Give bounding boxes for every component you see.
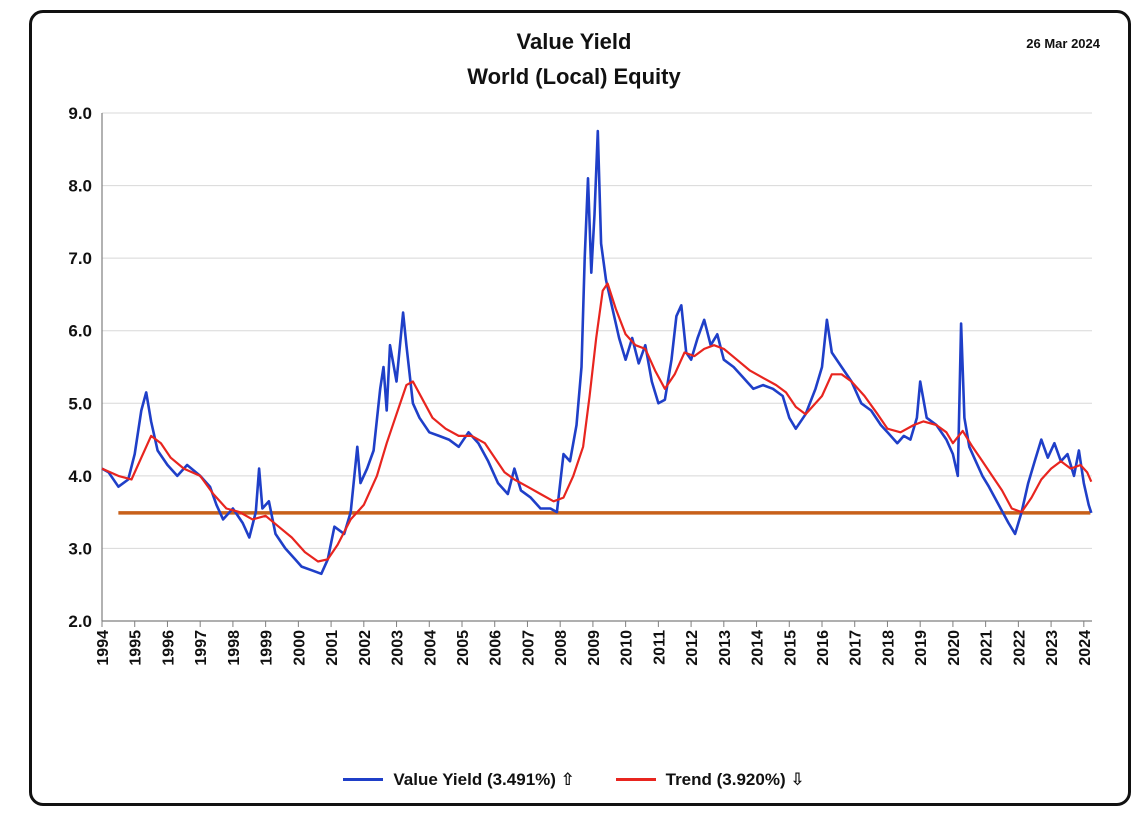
series-line-value-yield <box>101 129 1093 576</box>
x-tick-label: 2018 <box>880 630 897 666</box>
x-tick-label: 2010 <box>619 630 636 666</box>
chart-subtitle: World (Local) Equity <box>467 64 681 89</box>
legend-swatch-value-yield <box>343 778 384 781</box>
x-tick-label: 2011 <box>651 630 668 665</box>
x-tick-label: 1996 <box>160 630 177 666</box>
y-tick-label: 9.0 <box>68 104 92 123</box>
series-line-trend <box>101 282 1093 563</box>
x-tick-label: 2013 <box>717 630 734 666</box>
x-tick-label: 2023 <box>1044 630 1061 666</box>
x-tick-label: 2015 <box>782 630 799 666</box>
x-tick-label: 2020 <box>946 630 963 666</box>
x-tick-label: 2000 <box>291 630 308 666</box>
y-tick-label: 4.0 <box>68 467 92 486</box>
x-tick-label: 2001 <box>324 630 341 666</box>
x-tick-label: 2017 <box>848 630 865 666</box>
x-tick-label: 2019 <box>913 630 930 666</box>
chart-date: 26 Mar 2024 <box>1026 36 1100 51</box>
y-tick-label: 8.0 <box>68 177 92 196</box>
legend-item-trend: Trend (3.920%) ⇩ <box>615 769 805 790</box>
legend-label-trend: Trend (3.920%) ⇩ <box>665 769 805 789</box>
legend-item-value-yield: Value Yield (3.491%) ⇧ <box>343 770 575 790</box>
y-tick-label: 7.0 <box>68 249 92 268</box>
legend-swatch-trend <box>615 778 656 781</box>
y-tick-label: 3.0 <box>68 539 92 558</box>
x-tick-label: 2004 <box>422 630 439 666</box>
legend-label-value-yield: Value Yield (3.491%) ⇧ <box>393 769 575 789</box>
x-tick-label: 2003 <box>390 630 407 666</box>
x-tick-label: 2024 <box>1077 630 1094 666</box>
x-tick-label: 2021 <box>979 630 996 666</box>
x-tick-label: 1994 <box>95 630 112 666</box>
x-tick-label: 2007 <box>520 630 537 666</box>
x-tick-label: 2006 <box>488 630 505 666</box>
x-tick-label: 2014 <box>750 630 767 666</box>
chart-legend: Value Yield (3.491%) ⇧ Trend (3.920%) ⇩ <box>0 766 1148 790</box>
x-tick-label: 2008 <box>553 630 570 666</box>
x-tick-label: 2009 <box>586 630 603 666</box>
y-tick-label: 6.0 <box>68 322 92 341</box>
x-tick-label: 1995 <box>128 630 145 666</box>
x-tick-label: 2002 <box>357 630 374 666</box>
chart-frame <box>29 10 1131 806</box>
x-tick-label: 2005 <box>455 630 472 666</box>
x-tick-label: 1998 <box>226 630 243 666</box>
x-tick-label: 1999 <box>259 630 276 666</box>
y-tick-label: 5.0 <box>68 394 92 413</box>
x-tick-label: 2012 <box>684 630 701 666</box>
x-tick-label: 1997 <box>193 630 210 666</box>
x-tick-label: 2016 <box>815 630 832 666</box>
chart-title: Value Yield <box>516 29 632 54</box>
x-tick-label: 2022 <box>1011 630 1028 666</box>
y-tick-label: 2.0 <box>68 612 92 631</box>
